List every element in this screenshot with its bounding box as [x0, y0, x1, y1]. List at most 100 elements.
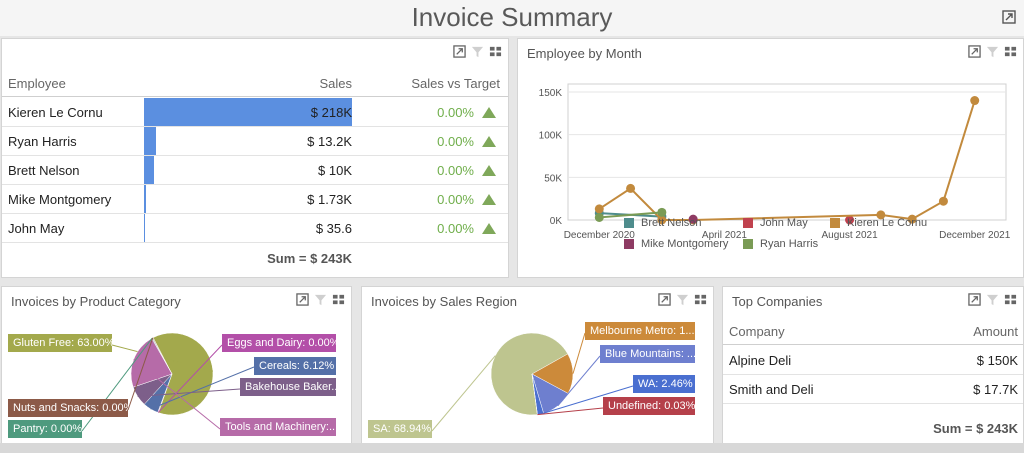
legend-label: John May [760, 217, 808, 229]
pie-label: Gluten Free: 63.00% [8, 334, 112, 352]
export-icon[interactable] [453, 45, 466, 58]
legend-item[interactable]: Ryan Harris [743, 238, 818, 250]
sales-value: $ 35.6 [315, 221, 352, 236]
x-tick-label: December 2021 [939, 230, 1011, 241]
sales-bar [144, 156, 154, 184]
table-row[interactable]: Ryan Harris $ 13.2K 0.00% [2, 127, 508, 156]
line-chart: 0K 50K 100K 150K December 2020 April 2021 Augu… [539, 83, 1011, 241]
trend-up-icon [482, 223, 496, 234]
company-name: Smith and Deli [729, 382, 814, 397]
filter-icon[interactable] [986, 45, 999, 58]
pie-leader-line [540, 385, 634, 415]
filter-icon[interactable] [986, 293, 999, 306]
export-icon[interactable] [968, 293, 981, 306]
export-icon[interactable] [1002, 10, 1016, 24]
sales-vs-target-value: 0.00% [437, 163, 474, 178]
column-header-sales[interactable]: Sales [319, 76, 352, 91]
table-row[interactable]: Brett Nelson $ 10K 0.00% [2, 156, 508, 185]
sales-bar [144, 127, 156, 155]
grid-menu-icon[interactable] [1004, 293, 1017, 306]
legend-item[interactable]: Brett Nelson [624, 217, 702, 229]
sales-sum: Sum = $ 243K [267, 251, 352, 266]
product-category-pie: Gluten Free: 63.00% Eggs and Dairy: 0.00%… [8, 332, 336, 438]
sales-region-pie: SA: 68.94% Melbourne Metro: 1... Blue Moun… [368, 322, 695, 438]
data-point [657, 215, 667, 225]
table-row[interactable]: Kieren Le Cornu $ 218K 0.00% [2, 98, 508, 127]
legend-item[interactable]: John May [743, 217, 808, 229]
grid-menu-icon[interactable] [489, 45, 502, 58]
sales-vs-target-value: 0.00% [437, 192, 474, 207]
x-tick-label: December 2020 [564, 230, 636, 241]
sales-bar [144, 185, 146, 213]
export-icon[interactable] [968, 45, 981, 58]
sales-value: $ 1.73K [307, 192, 352, 207]
trend-up-icon [482, 194, 496, 205]
grid-menu-icon[interactable] [332, 293, 345, 306]
pie-leader-line [150, 366, 255, 410]
data-point [970, 96, 980, 106]
top-companies-panel: Top Companies Company Amount Alpine Deli… [722, 286, 1024, 446]
grid-header: Company Amount [723, 317, 1023, 345]
legend-label: Ryan Harris [760, 238, 819, 250]
data-point [657, 207, 667, 217]
legend-item[interactable]: Mike Montgomery [624, 238, 728, 250]
pie-leader-line [127, 337, 154, 411]
table-row[interactable]: Mike Montgomery $ 1.73K 0.00% [2, 185, 508, 214]
pie-leader-line [137, 388, 241, 397]
employee-grid-panel: Employee Sales Sales vs Target Kieren Le… [1, 38, 509, 278]
column-header-company[interactable]: Company [729, 324, 785, 339]
panel-title: Top Companies [732, 294, 823, 309]
column-header-employee[interactable]: Employee [8, 76, 66, 91]
column-header-sales-vs-target[interactable]: Sales vs Target [411, 76, 500, 91]
table-row[interactable]: Alpine Deli $ 150K [723, 346, 1023, 375]
sales-vs-target-value: 0.00% [437, 105, 474, 120]
export-icon[interactable] [296, 293, 309, 306]
pie-leader-line [572, 332, 586, 374]
trend-up-icon [482, 136, 496, 147]
legend-swatch [624, 239, 634, 249]
y-tick-label: 0K [550, 216, 563, 227]
data-point [938, 196, 948, 206]
page-title: Invoice Summary [411, 2, 613, 32]
company-amount: $ 150K [976, 353, 1018, 368]
data-point [626, 183, 636, 193]
series-line [598, 100, 976, 221]
company-amount: $ 17.7K [973, 382, 1018, 397]
horizontal-scrollbar[interactable] [0, 443, 1024, 453]
pie-leader-line [431, 355, 496, 432]
legend-swatch [743, 218, 753, 228]
sales-value: $ 10K [318, 163, 352, 178]
employee-name: John May [8, 221, 65, 236]
pie-label: Cereals: 6.12% [254, 357, 336, 375]
pie-label: Pantry: 0.00% [8, 420, 82, 438]
grid-menu-icon[interactable] [1004, 45, 1017, 58]
panel-toolbar [296, 293, 345, 306]
data-point [594, 204, 604, 214]
table-row[interactable]: Smith and Deli $ 17.7K [723, 375, 1023, 404]
panel-title: Invoices by Product Category [11, 294, 181, 309]
legend-swatch [830, 218, 840, 228]
pie-leader-line [557, 355, 601, 407]
product-category-panel: Invoices by Product Category Gluten Free… [1, 286, 352, 446]
column-header-amount[interactable]: Amount [973, 324, 1018, 339]
legend-label: Mike Montgomery [641, 238, 729, 250]
grid-menu-icon[interactable] [694, 293, 707, 306]
y-tick-label: 50K [544, 173, 562, 184]
filter-icon[interactable] [314, 293, 327, 306]
pie-leader-line [537, 407, 604, 416]
filter-icon[interactable] [471, 45, 484, 58]
panel-toolbar [968, 293, 1017, 306]
x-tick-label: August 2021 [821, 230, 878, 241]
table-row[interactable]: John May $ 35.6 0.00% [2, 214, 508, 243]
export-icon[interactable] [658, 293, 671, 306]
filter-icon[interactable] [676, 293, 689, 306]
pie-label: Bakehouse Baker... [240, 378, 336, 396]
employee-name: Mike Montgomery [8, 192, 112, 207]
data-point [876, 210, 886, 220]
amount-sum: Sum = $ 243K [933, 421, 1018, 436]
sales-vs-target-value: 0.00% [437, 134, 474, 149]
legend-item[interactable]: Kieren Le Cornu [830, 217, 927, 229]
sales-bar [144, 214, 145, 242]
data-point [594, 212, 604, 222]
sales-value: $ 13.2K [307, 134, 352, 149]
